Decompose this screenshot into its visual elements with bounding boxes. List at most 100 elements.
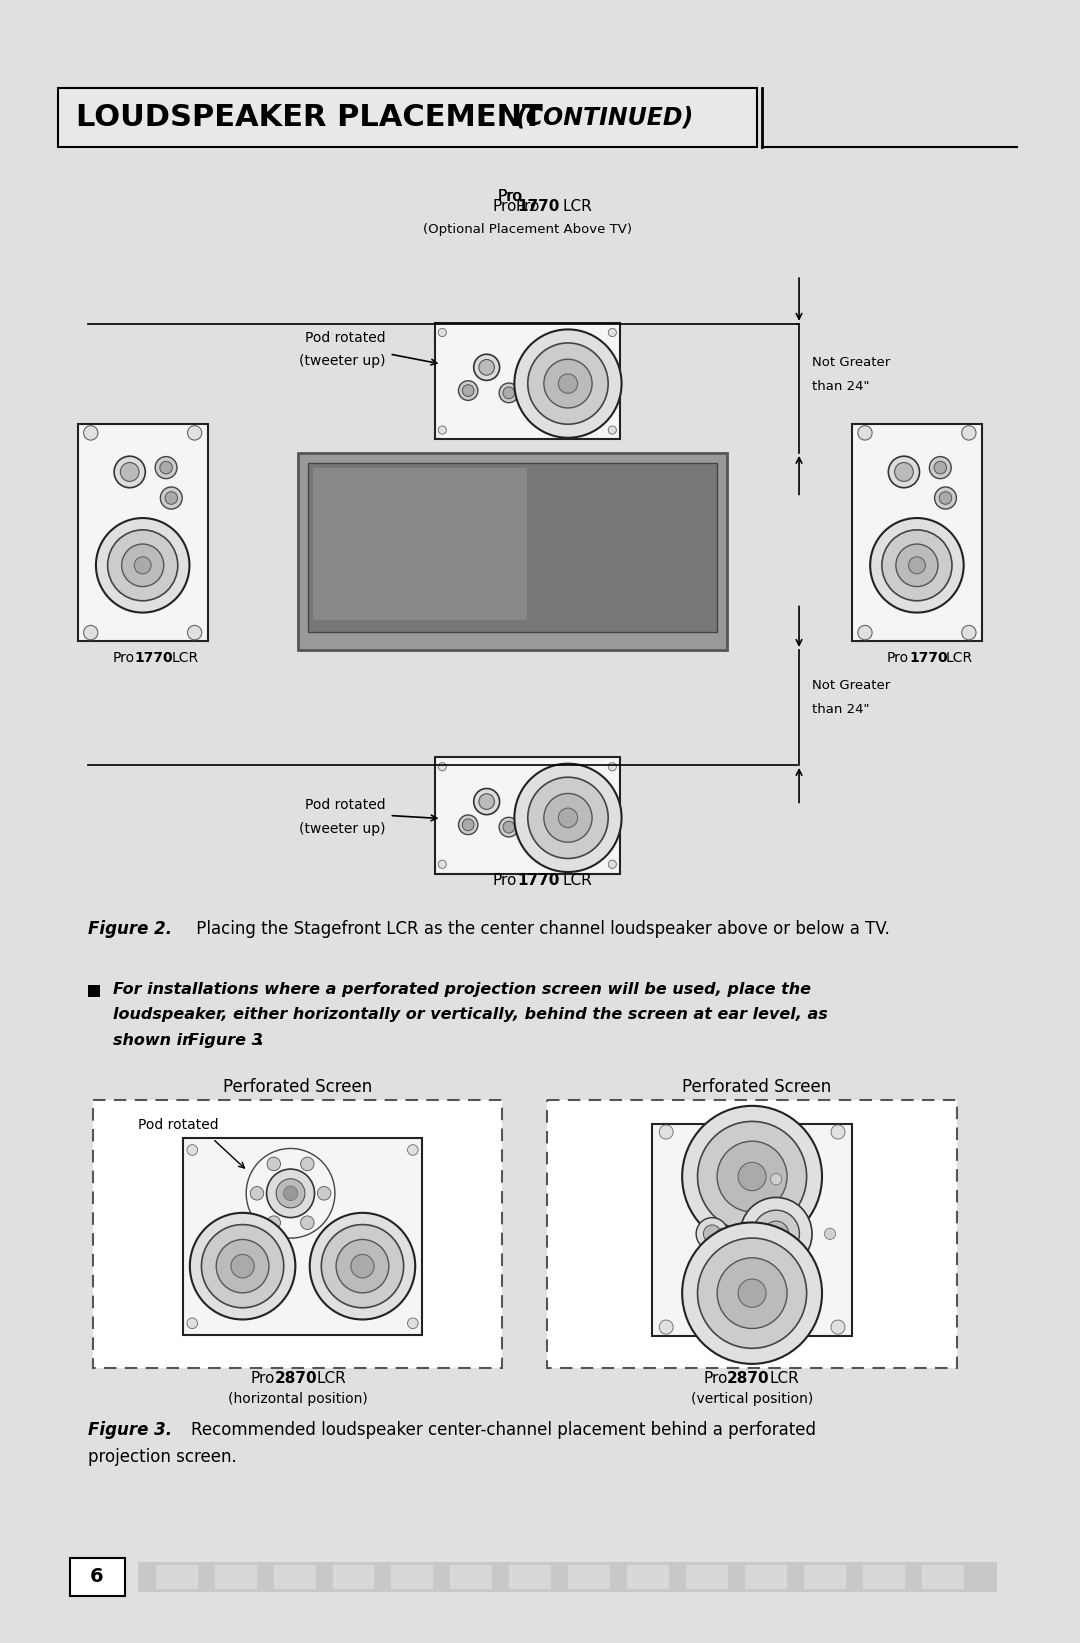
Circle shape	[514, 764, 622, 872]
Circle shape	[462, 818, 474, 831]
Bar	[568, 1564, 610, 1589]
Circle shape	[216, 1239, 269, 1293]
Text: LCR: LCR	[316, 1370, 347, 1387]
Circle shape	[528, 777, 608, 858]
Bar	[435, 324, 620, 439]
Text: Perforated Screen: Perforated Screen	[222, 1078, 373, 1096]
Circle shape	[882, 529, 951, 601]
Circle shape	[824, 1227, 836, 1239]
Circle shape	[188, 626, 202, 639]
Circle shape	[930, 457, 951, 478]
Text: than 24": than 24"	[812, 703, 869, 716]
Circle shape	[407, 1145, 418, 1155]
Text: Perforated Screen: Perforated Screen	[683, 1078, 832, 1096]
Bar	[138, 1562, 997, 1592]
Text: (vertical position): (vertical position)	[691, 1392, 813, 1406]
Text: LCR: LCR	[563, 199, 592, 215]
Text: Pro: Pro	[492, 872, 516, 889]
Circle shape	[770, 1283, 782, 1295]
Circle shape	[934, 462, 946, 473]
Text: Not Greater: Not Greater	[812, 357, 890, 370]
Circle shape	[438, 329, 446, 337]
Text: Pro: Pro	[492, 199, 516, 215]
Bar	[70, 1558, 124, 1595]
Circle shape	[318, 1186, 330, 1199]
Circle shape	[202, 1224, 284, 1308]
Circle shape	[703, 1226, 721, 1242]
Text: 1770: 1770	[517, 199, 559, 215]
Bar	[298, 453, 727, 651]
Circle shape	[503, 388, 515, 399]
Circle shape	[438, 426, 446, 434]
Circle shape	[187, 1145, 198, 1155]
Circle shape	[267, 1157, 281, 1171]
Text: 6: 6	[90, 1567, 104, 1587]
Circle shape	[698, 1239, 807, 1349]
Text: (tweeter up): (tweeter up)	[299, 822, 386, 836]
Bar	[215, 1564, 257, 1589]
Circle shape	[608, 329, 617, 337]
Circle shape	[659, 1319, 673, 1334]
Circle shape	[738, 1162, 766, 1191]
Text: Figure 3: Figure 3	[188, 1033, 262, 1048]
Text: 1770: 1770	[135, 651, 173, 665]
Circle shape	[683, 1222, 822, 1364]
Circle shape	[764, 1221, 788, 1247]
Text: than 24": than 24"	[812, 380, 869, 393]
Bar	[804, 1564, 846, 1589]
Bar	[450, 1564, 492, 1589]
Circle shape	[190, 1213, 295, 1319]
Bar	[308, 463, 717, 631]
Circle shape	[267, 1216, 281, 1229]
Text: Pro: Pro	[498, 189, 523, 204]
Circle shape	[300, 1157, 314, 1171]
Circle shape	[478, 360, 495, 375]
Circle shape	[108, 529, 178, 601]
Circle shape	[160, 462, 173, 473]
Circle shape	[267, 1170, 314, 1217]
Bar	[922, 1564, 963, 1589]
Bar	[78, 424, 207, 641]
Circle shape	[231, 1255, 254, 1278]
Text: 2870: 2870	[727, 1370, 770, 1387]
Circle shape	[120, 462, 139, 481]
Circle shape	[961, 626, 976, 639]
Circle shape	[462, 384, 474, 396]
Bar	[273, 1564, 315, 1589]
Circle shape	[544, 360, 592, 407]
Text: Pro: Pro	[703, 1370, 728, 1387]
Circle shape	[300, 1216, 314, 1229]
Circle shape	[276, 1178, 305, 1208]
Text: LCR: LCR	[563, 872, 592, 889]
Circle shape	[544, 794, 592, 843]
Circle shape	[683, 1106, 822, 1247]
Circle shape	[698, 1122, 807, 1232]
Bar	[686, 1564, 728, 1589]
Circle shape	[558, 808, 578, 828]
Bar	[391, 1564, 433, 1589]
Circle shape	[858, 626, 873, 639]
Circle shape	[934, 486, 957, 509]
Circle shape	[499, 383, 518, 403]
Text: Pod rotated: Pod rotated	[138, 1119, 218, 1132]
Text: projection screen.: projection screen.	[87, 1447, 237, 1466]
Circle shape	[160, 486, 183, 509]
Text: (CONTINUED): (CONTINUED)	[515, 105, 693, 130]
Text: Pod rotated: Pod rotated	[305, 330, 386, 345]
Circle shape	[558, 375, 578, 393]
Text: (tweeter up): (tweeter up)	[299, 353, 386, 368]
Bar	[183, 1139, 422, 1336]
Circle shape	[608, 426, 617, 434]
Text: Pro: Pro	[515, 199, 540, 215]
Text: (horizontal position): (horizontal position)	[228, 1392, 367, 1406]
Text: LCR: LCR	[946, 651, 973, 665]
FancyBboxPatch shape	[58, 89, 757, 146]
Text: Not Greater: Not Greater	[812, 679, 890, 692]
Circle shape	[478, 794, 495, 810]
Text: Pro: Pro	[112, 651, 135, 665]
Text: Pod rotated: Pod rotated	[305, 798, 386, 812]
Circle shape	[896, 544, 937, 587]
Circle shape	[459, 815, 477, 835]
Circle shape	[134, 557, 151, 573]
Circle shape	[474, 355, 500, 381]
